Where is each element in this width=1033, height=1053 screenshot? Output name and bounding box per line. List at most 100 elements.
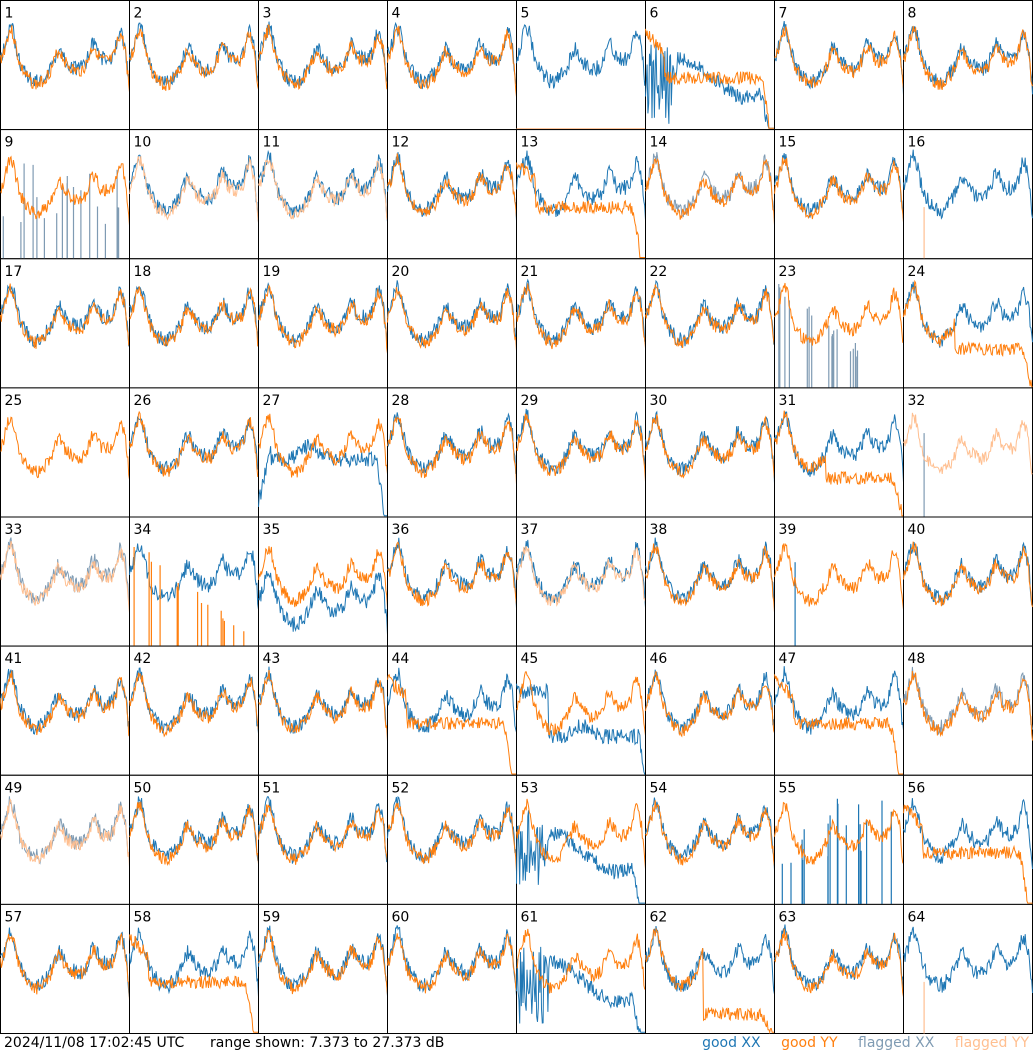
panel-label-6: 6 (650, 6, 659, 22)
series-yy-54 (645, 800, 775, 867)
panel-label-40: 40 (908, 522, 926, 538)
series-yy-7 (774, 26, 904, 89)
series-yy-45 (516, 671, 646, 737)
series-xx-58 (129, 927, 259, 997)
series-yy-61 (516, 928, 646, 994)
series-yy-25 (0, 416, 130, 480)
panel-label-18: 18 (134, 264, 152, 280)
panel-frame-24 (903, 258, 1033, 389)
panel-label-54: 54 (650, 780, 668, 796)
panel-label-20: 20 (392, 264, 410, 280)
series-yy-36 (387, 541, 517, 607)
series-yy-17 (0, 283, 130, 349)
timestamp: 2024/11/08 17:02:45 UTC (4, 1035, 185, 1051)
series-yy-57 (0, 932, 130, 1001)
panel-label-59: 59 (263, 909, 281, 925)
panel-label-30: 30 (650, 393, 668, 409)
series-xx-3 (258, 21, 388, 88)
legend-good-xx: good XX (702, 1035, 761, 1051)
series-xx-45 (516, 682, 646, 776)
series-yy-48 (903, 671, 1033, 741)
panel-label-14: 14 (650, 135, 668, 151)
series-yy-31 (774, 410, 904, 517)
series-xx-38 (645, 537, 775, 607)
series-xx-46 (645, 669, 775, 735)
panel-label-47: 47 (779, 651, 797, 667)
series-yy-20 (387, 287, 517, 351)
series-yy-26 (129, 410, 259, 478)
panel-label-34: 34 (134, 522, 152, 538)
panel-frame-13 (516, 129, 646, 260)
series-xx-26 (129, 416, 259, 475)
panel-label-61: 61 (521, 909, 539, 925)
series-yy-53 (516, 798, 646, 870)
panel-label-25: 25 (5, 393, 23, 409)
series-yy-52 (387, 802, 517, 872)
panel-label-43: 43 (263, 651, 281, 667)
panel-label-53: 53 (521, 780, 539, 796)
series-yy-27 (258, 413, 388, 478)
panel-label-48: 48 (908, 651, 926, 667)
panel-frame-23 (774, 258, 904, 389)
series-yy-6 (645, 28, 775, 129)
series-xx-28 (387, 412, 517, 474)
panel-label-57: 57 (5, 909, 23, 925)
series-yy-9 (0, 155, 130, 226)
series-xx-61 (516, 946, 646, 1033)
series-xx-33 (0, 537, 130, 611)
panel-label-55: 55 (779, 780, 797, 796)
series-yy-34 (133, 547, 245, 647)
panel-frame-64 (903, 903, 1033, 1034)
panel-label-62: 62 (650, 909, 668, 925)
panel-label-49: 49 (5, 780, 23, 796)
series-yy-2 (129, 28, 259, 91)
series-xx-62 (645, 926, 775, 995)
series-yy-12 (387, 153, 517, 218)
panel-label-7: 7 (779, 6, 788, 22)
panel-label-11: 11 (263, 135, 281, 151)
series-xx-55 (781, 798, 892, 905)
panel-label-8: 8 (908, 6, 917, 22)
panel-label-16: 16 (908, 135, 926, 151)
legend: good XX good YY flagged XX flagged YY (686, 1034, 1029, 1053)
panel-label-27: 27 (263, 393, 281, 409)
panel-label-5: 5 (521, 6, 530, 22)
panel-label-26: 26 (134, 393, 152, 409)
panel-label-41: 41 (5, 651, 23, 667)
series-yy-62 (645, 927, 775, 1034)
series-yy-4 (387, 25, 517, 98)
series-yy-24 (903, 279, 1033, 388)
series-yy-58 (129, 934, 259, 1033)
series-yy-19 (258, 284, 388, 354)
panel-label-29: 29 (521, 393, 539, 409)
panel-label-32: 32 (908, 393, 926, 409)
series-yy-23 (774, 282, 904, 346)
series-yy-40 (903, 541, 1033, 608)
panel-label-21: 21 (521, 264, 539, 280)
legend-good-yy: good YY (781, 1035, 838, 1051)
series-yy-15 (774, 157, 904, 223)
series-xx-13 (516, 150, 646, 221)
panel-label-60: 60 (392, 909, 410, 925)
series-yy-21 (516, 283, 646, 350)
panel-frame-21 (516, 258, 646, 389)
series-xx-23 (778, 284, 859, 388)
series-xx-8 (903, 26, 1033, 95)
panel-label-50: 50 (134, 780, 152, 796)
series-yy-30 (645, 414, 775, 480)
panel-label-44: 44 (392, 651, 410, 667)
legend-flagged-yy: flagged YY (954, 1035, 1029, 1051)
panel-label-51: 51 (263, 780, 281, 796)
series-yy-50 (129, 801, 259, 867)
panel-frame-58 (129, 903, 259, 1034)
series-yy-43 (258, 669, 388, 742)
series-yy-14 (645, 158, 775, 226)
panel-label-19: 19 (263, 264, 281, 280)
series-yy-55 (774, 801, 904, 865)
series-yy-60 (387, 933, 517, 994)
series-xx-53 (516, 810, 646, 904)
series-xx-47 (774, 666, 904, 735)
series-yy-39 (774, 542, 904, 610)
panel-label-33: 33 (5, 522, 23, 538)
